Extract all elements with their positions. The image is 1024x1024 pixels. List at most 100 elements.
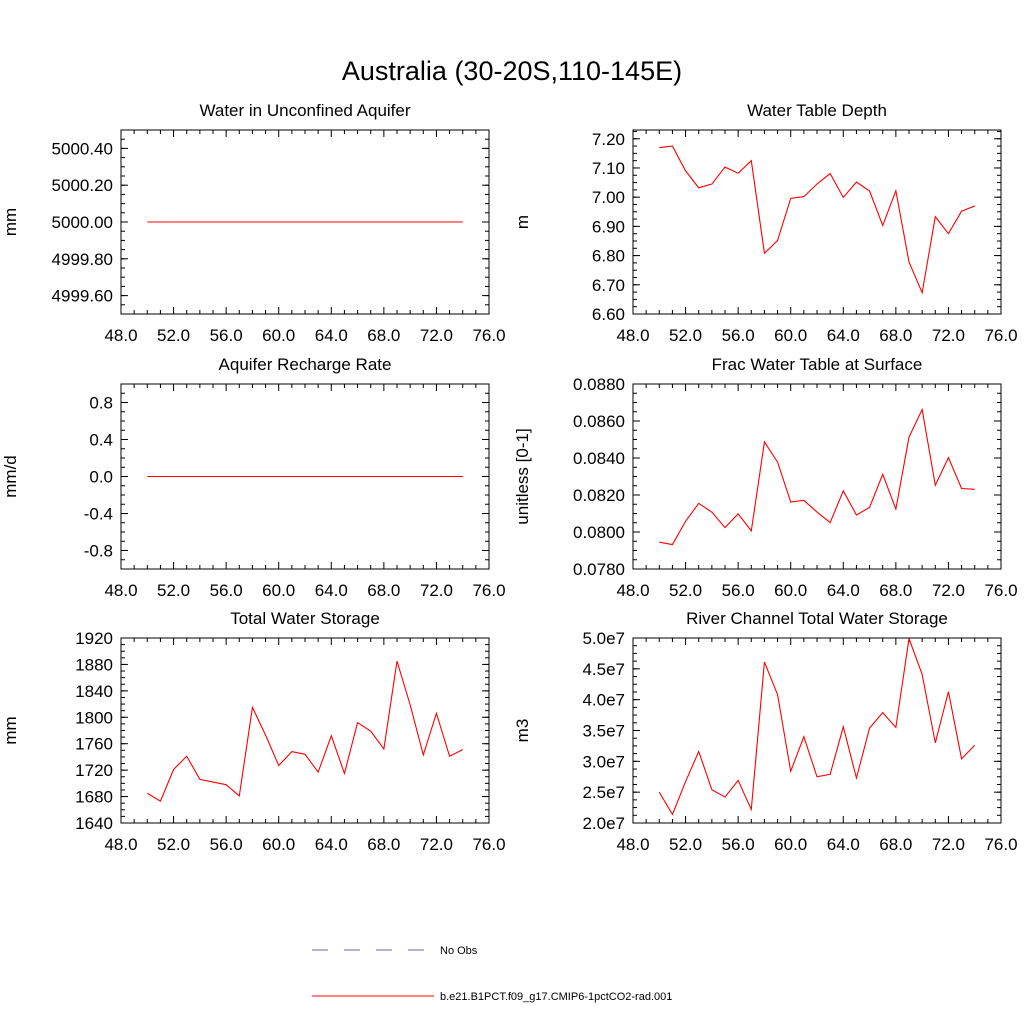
x-tick-label: 52.0 xyxy=(157,326,190,345)
y-tick-label: 1880 xyxy=(75,655,113,674)
x-tick-label: 52.0 xyxy=(157,581,190,600)
y-tick-label: 1760 xyxy=(75,735,113,754)
plot-frame xyxy=(120,637,490,824)
series-line xyxy=(659,407,975,546)
x-tick-label: 60.0 xyxy=(774,581,807,600)
y-tick-label: 5.0e7 xyxy=(582,629,625,648)
x-tick-label: 76.0 xyxy=(472,581,505,600)
x-tick-label: 68.0 xyxy=(367,835,400,854)
x-tick-label: 76.0 xyxy=(984,835,1017,854)
x-tick-label: 68.0 xyxy=(879,581,912,600)
y-tick-label: 4999.80 xyxy=(52,250,113,269)
x-tick-label: 56.0 xyxy=(210,835,243,854)
x-tick-label: 64.0 xyxy=(827,581,860,600)
x-tick-label: 56.0 xyxy=(722,581,755,600)
x-tick-label: 60.0 xyxy=(774,835,807,854)
x-tick-label: 52.0 xyxy=(669,835,702,854)
y-tick-label: 7.20 xyxy=(592,130,625,149)
x-tick-label: 64.0 xyxy=(315,835,348,854)
x-tick-label: 60.0 xyxy=(262,581,295,600)
y-axis-label: m3 xyxy=(513,719,532,743)
x-tick-label: 72.0 xyxy=(932,835,965,854)
panel-title: Water Table Depth xyxy=(747,101,887,120)
x-tick-label: 68.0 xyxy=(879,326,912,345)
panel-title: Frac Water Table at Surface xyxy=(712,355,923,374)
y-tick-label: 6.60 xyxy=(592,305,625,324)
x-tick-label: 48.0 xyxy=(616,326,649,345)
y-tick-label: 1800 xyxy=(75,708,113,727)
y-tick-label: 4999.60 xyxy=(52,287,113,306)
series-line xyxy=(659,145,975,295)
x-tick-label: 72.0 xyxy=(420,835,453,854)
y-tick-label: 7.00 xyxy=(592,188,625,207)
y-tick-label: 3.0e7 xyxy=(582,752,625,771)
panel-title: Aquifer Recharge Rate xyxy=(219,355,392,374)
x-tick-label: 56.0 xyxy=(722,835,755,854)
chart-panel-5: Total Water Storage mm 48.0 52.0 56.0 60.0 64.… xyxy=(1,609,506,854)
x-tick-label: 76.0 xyxy=(472,326,505,345)
x-tick-label: 76.0 xyxy=(472,835,505,854)
y-tick-label: -0.8 xyxy=(84,542,113,561)
y-tick-label: 0.4 xyxy=(89,431,113,450)
chart-panel-3: Aquifer Recharge Rate mm/d 48.0 52.0 56.0 60.… xyxy=(1,355,506,600)
panel-title: River Channel Total Water Storage xyxy=(686,609,948,628)
x-tick-label: 52.0 xyxy=(157,835,190,854)
x-tick-label: 68.0 xyxy=(367,326,400,345)
chart-panel-2: Water Table Depth m 48.0 52.0 56.0 60.0 64.0 68… xyxy=(513,101,1018,345)
series-line xyxy=(147,660,463,803)
legend-label-2: b.e21.B1PCT.f09_g17.CMIP6-1pctCO2-rad.00… xyxy=(440,991,672,1003)
x-tick-label: 52.0 xyxy=(669,326,702,345)
y-tick-label: 0.0840 xyxy=(573,449,625,468)
y-tick-label: 1840 xyxy=(75,682,113,701)
y-axis-label: mm xyxy=(1,208,20,236)
x-tick-label: 48.0 xyxy=(104,581,137,600)
panel-title: Total Water Storage xyxy=(230,609,380,628)
x-tick-label: 64.0 xyxy=(315,581,348,600)
y-tick-label: 0.0780 xyxy=(573,560,625,579)
y-tick-label: 5000.20 xyxy=(52,176,113,195)
y-axis-label: unitless [0-1] xyxy=(513,428,532,524)
y-tick-label: 6.90 xyxy=(592,217,625,236)
x-tick-label: 56.0 xyxy=(210,326,243,345)
y-tick-label: 7.10 xyxy=(592,159,625,178)
x-tick-label: 68.0 xyxy=(879,835,912,854)
y-tick-label: 6.70 xyxy=(592,276,625,295)
x-tick-label: 48.0 xyxy=(616,835,649,854)
x-tick-label: 52.0 xyxy=(669,581,702,600)
y-tick-label: 0.0820 xyxy=(573,486,625,505)
x-tick-label: 60.0 xyxy=(774,326,807,345)
legend: No Obs b.e21.B1PCT.f09_g17.CMIP6-1pctCO2-… xyxy=(312,945,672,1003)
plot-frame xyxy=(632,383,1002,570)
y-tick-label: 0.0860 xyxy=(573,412,625,431)
x-tick-label: 64.0 xyxy=(827,326,860,345)
x-tick-label: 56.0 xyxy=(210,581,243,600)
legend-label-1: No Obs xyxy=(440,945,478,957)
x-tick-label: 72.0 xyxy=(932,581,965,600)
y-axis-label: mm xyxy=(1,716,20,744)
y-tick-label: 2.5e7 xyxy=(582,783,625,802)
x-tick-label: 48.0 xyxy=(104,835,137,854)
figure-title: Australia (30-20S,110-145E) xyxy=(342,56,682,86)
x-tick-label: 72.0 xyxy=(932,326,965,345)
y-tick-label: -0.4 xyxy=(84,505,113,524)
x-tick-label: 76.0 xyxy=(984,581,1017,600)
y-tick-label: 1680 xyxy=(75,788,113,807)
panels-group: Water in Unconfined Aquifer mm 48.0 52.0 56.… xyxy=(1,101,1018,854)
y-axis-label: m xyxy=(513,215,532,229)
plot-frame xyxy=(632,637,1002,824)
y-tick-label: 1640 xyxy=(75,814,113,833)
y-axis-label: mm/d xyxy=(1,455,20,498)
plot-frame xyxy=(632,129,1002,315)
x-tick-label: 72.0 xyxy=(420,326,453,345)
y-tick-label: 0.8 xyxy=(89,394,113,413)
chart-panel-6: River Channel Total Water Storage m3 48.0 5… xyxy=(513,609,1018,854)
x-tick-label: 64.0 xyxy=(827,835,860,854)
x-tick-label: 64.0 xyxy=(315,326,348,345)
y-tick-label: 5000.00 xyxy=(52,213,113,232)
x-tick-label: 48.0 xyxy=(104,326,137,345)
y-tick-label: 4.0e7 xyxy=(582,691,625,710)
chart-panel-4: Frac Water Table at Surface unitless [0-1… xyxy=(513,355,1018,600)
y-tick-label: 1920 xyxy=(75,629,113,648)
y-tick-label: 0.0800 xyxy=(573,523,625,542)
